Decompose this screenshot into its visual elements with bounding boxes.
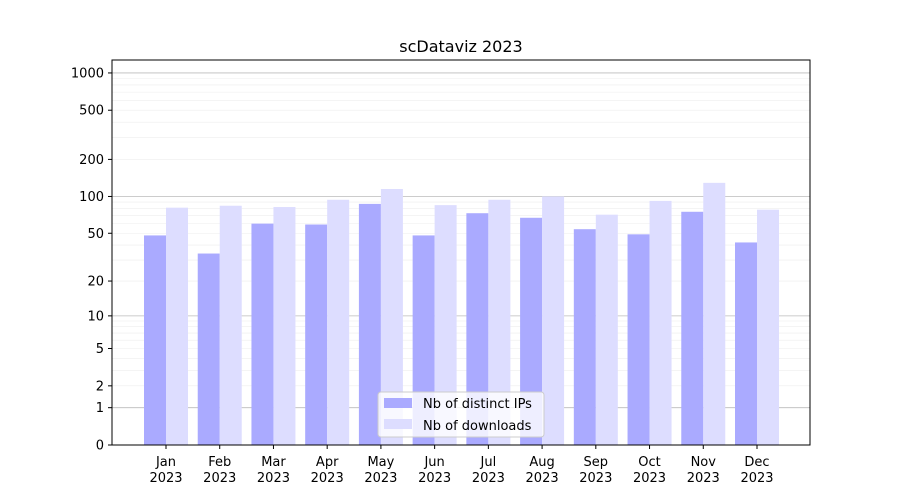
legend-swatch-ips [384, 398, 412, 408]
x-tick-label: 2023 [687, 471, 720, 486]
x-tick-label: 2023 [203, 471, 236, 486]
x-axis: Jan2023Feb2023Mar2023Apr2023May2023Jun20… [149, 445, 774, 486]
y-tick-label: 0 [96, 439, 104, 454]
x-tick-label: Dec [744, 455, 769, 470]
x-tick-label: Aug [529, 455, 554, 470]
x-tick-label: Sep [584, 455, 609, 470]
legend-label-downloads: Nb of downloads [423, 419, 532, 434]
x-tick-label: Nov [691, 455, 717, 470]
y-axis: 0 1 2 5 10 20 50 100 200 500 1000 [71, 66, 112, 454]
x-tick-label: Feb [208, 455, 231, 470]
y-tick-label: 1 [96, 401, 104, 416]
bar-distinct-ips [681, 211, 704, 445]
x-tick-label: 2023 [257, 471, 290, 486]
bar-distinct-ips [305, 224, 328, 445]
bar-distinct-ips [735, 242, 757, 445]
bar-distinct-ips [197, 253, 220, 445]
legend-swatch-downloads [384, 419, 412, 429]
bar-downloads [380, 189, 403, 445]
y-tick-label: 500 [79, 104, 104, 119]
y-tick-label: 5 [96, 342, 104, 357]
chart-title: scDataviz 2023 [399, 37, 522, 56]
axes-frame [111, 59, 811, 446]
bar-downloads [703, 182, 726, 445]
x-tick-label: Jul [480, 455, 497, 470]
bar-distinct-ips [251, 223, 274, 445]
x-tick-label: 2023 [526, 471, 559, 486]
x-tick-label: 2023 [364, 471, 397, 486]
legend: Nb of distinct IPs Nb of downloads [377, 391, 545, 438]
y-tick-label: 1000 [71, 66, 104, 81]
bar-distinct-ips [627, 234, 650, 445]
bar-downloads [488, 199, 511, 445]
x-tick-label: May [367, 455, 394, 470]
bar-downloads [166, 207, 188, 445]
x-tick-label: 2023 [579, 471, 612, 486]
x-tick-label: Mar [261, 455, 286, 470]
x-tick-label: 2023 [633, 471, 666, 486]
y-tick-label: 200 [79, 153, 104, 168]
legend-label-ips: Nb of distinct IPs [423, 397, 532, 412]
bar-distinct-ips [358, 203, 381, 445]
x-tick-label: Jun [423, 455, 444, 470]
bar-downloads [542, 196, 565, 445]
bar-downloads [595, 214, 618, 445]
x-tick-label: 2023 [311, 471, 344, 486]
bar-distinct-ips [144, 235, 166, 445]
y-tick-label: 20 [87, 275, 104, 290]
x-tick-label: Jan [155, 455, 176, 470]
x-tick-label: Apr [316, 455, 339, 470]
x-tick-label: 2023 [418, 471, 451, 486]
bar-downloads [219, 205, 242, 445]
y-tick-label: 2 [96, 379, 104, 394]
bar-downloads [649, 200, 672, 445]
y-tick-label: 100 [79, 190, 104, 205]
bar-downloads [757, 209, 779, 445]
x-tick-label: 2023 [149, 471, 182, 486]
bar-distinct-ips [520, 217, 543, 445]
x-tick-label: 2023 [472, 471, 505, 486]
bar-distinct-ips [466, 213, 489, 445]
bar-downloads [273, 207, 296, 445]
bar-distinct-ips [573, 229, 596, 445]
bar-downloads [327, 199, 350, 445]
bar-downloads [434, 205, 457, 445]
x-tick-label: 2023 [740, 471, 773, 486]
y-tick-label: 50 [87, 227, 104, 242]
y-tick-label: 10 [87, 309, 104, 324]
bars [144, 182, 779, 445]
x-tick-label: Oct [638, 455, 660, 470]
